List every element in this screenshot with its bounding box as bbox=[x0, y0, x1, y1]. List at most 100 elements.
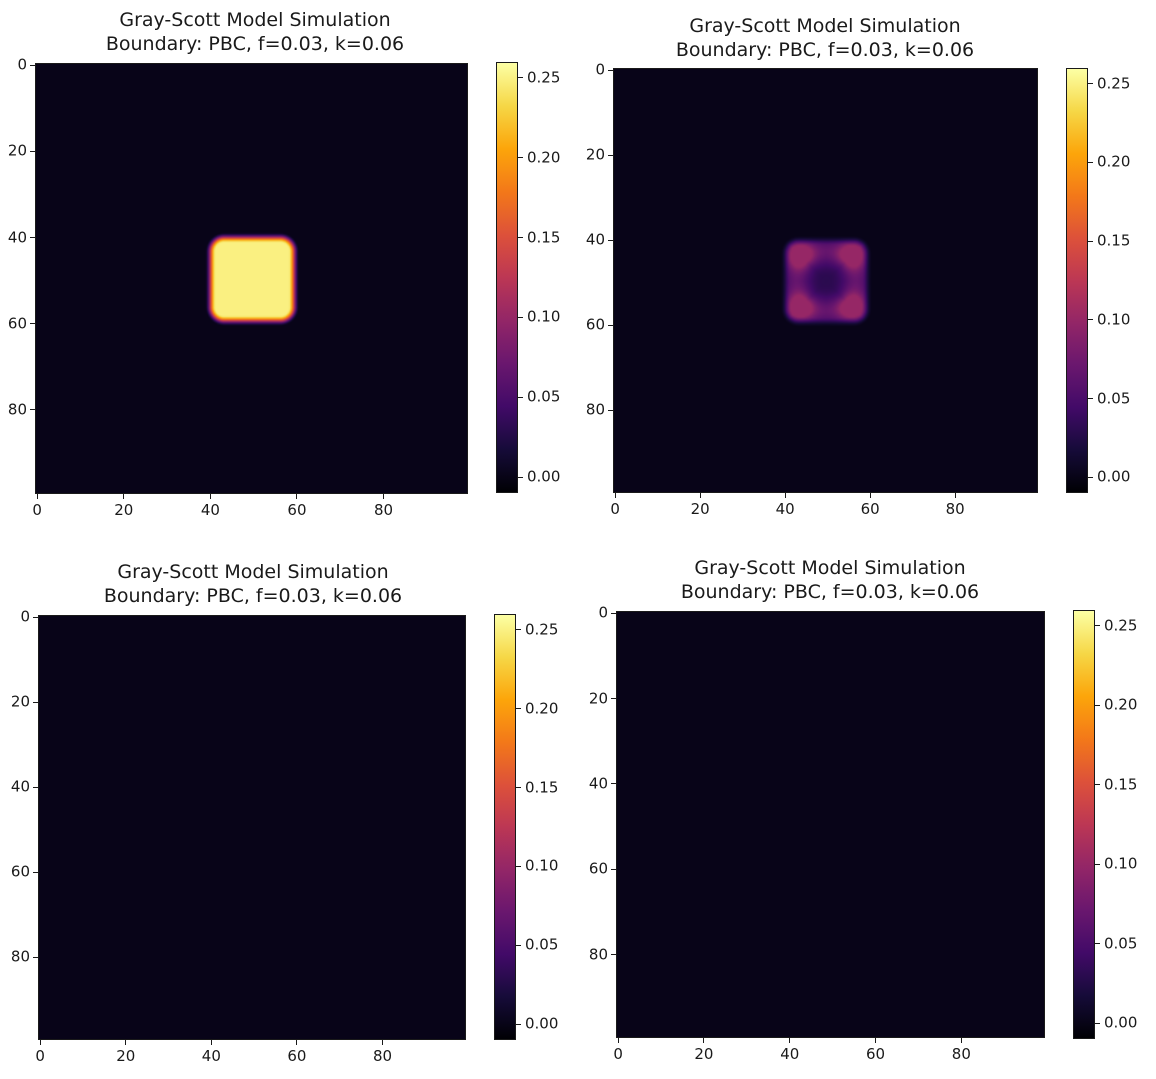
colorbar-tick-label: 0.05 bbox=[527, 387, 561, 406]
colorbar-tick-mark bbox=[1095, 625, 1100, 627]
y-tick-label: 60 bbox=[10, 862, 30, 881]
y-tick-label: 40 bbox=[588, 774, 608, 793]
colorbar bbox=[494, 614, 516, 1040]
colorbar-tick-label: 0.00 bbox=[1097, 467, 1131, 486]
y-tick-mark bbox=[611, 868, 616, 870]
y-tick-label: 80 bbox=[10, 947, 30, 966]
chart-title-line: Gray-Scott Model Simulation bbox=[694, 557, 966, 579]
chart-title: Gray-Scott Model Simulation Boundary: PBC… bbox=[40, 8, 470, 56]
x-tick-mark bbox=[210, 1040, 212, 1045]
x-tick-mark bbox=[382, 1040, 384, 1045]
x-tick-mark bbox=[954, 493, 956, 498]
y-tick-mark bbox=[608, 154, 613, 156]
colorbar-tick-label: 0.25 bbox=[1104, 616, 1138, 635]
x-tick-label: 20 bbox=[690, 500, 710, 518]
x-tick-label: 80 bbox=[945, 500, 965, 518]
colorbar-tick-label: 0.25 bbox=[1097, 74, 1131, 93]
y-tick-mark bbox=[33, 701, 38, 703]
y-tick-label: 0 bbox=[20, 607, 30, 626]
x-tick-label: 20 bbox=[114, 501, 134, 519]
y-tick-mark bbox=[611, 612, 616, 614]
x-tick-label: 80 bbox=[372, 1047, 393, 1065]
colorbar-tick-label: 0.00 bbox=[1104, 1013, 1138, 1032]
chart-subtitle-line: Boundary: PBC, f=0.03, k=0.06 bbox=[105, 33, 405, 55]
colorbar-tick-label: 0.15 bbox=[525, 778, 559, 797]
y-tick-label: 60 bbox=[588, 859, 608, 878]
y-tick-mark bbox=[611, 783, 616, 785]
colorbar-tick-mark bbox=[518, 157, 523, 159]
x-tick-mark bbox=[296, 494, 298, 499]
x-tick-mark bbox=[784, 493, 786, 498]
x-tick-label: 80 bbox=[374, 501, 394, 519]
y-tick-label: 40 bbox=[7, 228, 27, 247]
colorbar-tick-label: 0.20 bbox=[527, 148, 561, 167]
colorbar-tick-label: 0.15 bbox=[1104, 775, 1138, 794]
y-tick-label: 0 bbox=[598, 603, 608, 622]
colorbar-tick-mark bbox=[1095, 1022, 1100, 1024]
x-tick-label: 40 bbox=[201, 1047, 221, 1065]
x-tick-label: 20 bbox=[116, 1047, 136, 1065]
heatmap-canvas bbox=[614, 69, 1037, 492]
colorbar-tick-label: 0.20 bbox=[1104, 695, 1138, 714]
colorbar-tick-mark bbox=[516, 629, 521, 631]
y-tick-mark bbox=[33, 871, 38, 873]
y-tick-mark bbox=[30, 323, 35, 325]
chart-title: Gray-Scott Model Simulation Boundary: PBC… bbox=[38, 560, 468, 608]
chart-subtitle-line: Boundary: PBC, f=0.03, k=0.06 bbox=[675, 39, 975, 61]
x-tick-mark bbox=[123, 494, 125, 499]
x-tick-mark bbox=[617, 1038, 619, 1043]
x-tick-mark bbox=[125, 1040, 127, 1045]
colorbar-tick-mark bbox=[516, 787, 521, 789]
x-tick-mark bbox=[209, 494, 211, 499]
colorbar-tick-mark bbox=[518, 396, 523, 398]
x-tick-mark bbox=[614, 493, 616, 498]
colorbar-tick-mark bbox=[516, 865, 521, 867]
x-tick-mark bbox=[789, 1038, 791, 1043]
colorbar-tick-mark bbox=[516, 708, 521, 710]
x-tick-mark bbox=[699, 493, 701, 498]
colorbar-tick-mark bbox=[1095, 784, 1100, 786]
x-tick-label: 40 bbox=[200, 501, 220, 519]
y-tick-label: 0 bbox=[17, 55, 27, 74]
x-tick-mark bbox=[36, 494, 38, 499]
y-tick-label: 20 bbox=[585, 145, 605, 164]
y-tick-mark bbox=[33, 786, 38, 788]
y-tick-label: 40 bbox=[10, 777, 30, 796]
colorbar-tick-label: 0.10 bbox=[527, 307, 561, 326]
y-tick-mark bbox=[30, 64, 35, 66]
heatmap-image bbox=[616, 611, 1045, 1038]
x-tick-label: 60 bbox=[860, 500, 880, 518]
x-tick-label: 40 bbox=[775, 500, 795, 518]
colorbar-tick-label: 0.25 bbox=[527, 68, 561, 87]
y-tick-label: 80 bbox=[585, 400, 605, 419]
colorbar-tick-label: 0.20 bbox=[1097, 152, 1131, 171]
colorbar-tick-label: 0.00 bbox=[525, 1014, 559, 1033]
x-tick-label: 0 bbox=[35, 1047, 45, 1065]
y-tick-mark bbox=[30, 150, 35, 152]
colorbar-tick-mark bbox=[518, 476, 523, 478]
colorbar-tick-mark bbox=[518, 237, 523, 239]
x-tick-mark bbox=[869, 493, 871, 498]
x-tick-mark bbox=[960, 1038, 962, 1043]
heatmap-image bbox=[35, 63, 468, 494]
y-tick-mark bbox=[608, 239, 613, 241]
y-tick-label: 40 bbox=[585, 230, 605, 249]
colorbar-tick-label: 0.00 bbox=[527, 467, 561, 486]
y-tick-label: 20 bbox=[10, 692, 30, 711]
y-tick-label: 20 bbox=[7, 141, 27, 160]
y-tick-label: 60 bbox=[585, 315, 605, 334]
x-tick-label: 0 bbox=[32, 501, 42, 519]
x-tick-label: 0 bbox=[613, 1045, 623, 1063]
y-tick-mark bbox=[608, 409, 613, 411]
heatmap-image bbox=[38, 615, 466, 1040]
x-tick-mark bbox=[39, 1040, 41, 1045]
y-tick-mark bbox=[608, 324, 613, 326]
colorbar-tick-mark bbox=[1088, 240, 1093, 242]
colorbar-tick-mark bbox=[1095, 943, 1100, 945]
x-tick-label: 80 bbox=[951, 1045, 971, 1063]
y-tick-mark bbox=[33, 956, 38, 958]
heatmap-canvas bbox=[36, 64, 467, 493]
y-tick-mark bbox=[30, 237, 35, 239]
chart-title-line: Gray-Scott Model Simulation bbox=[689, 15, 961, 37]
